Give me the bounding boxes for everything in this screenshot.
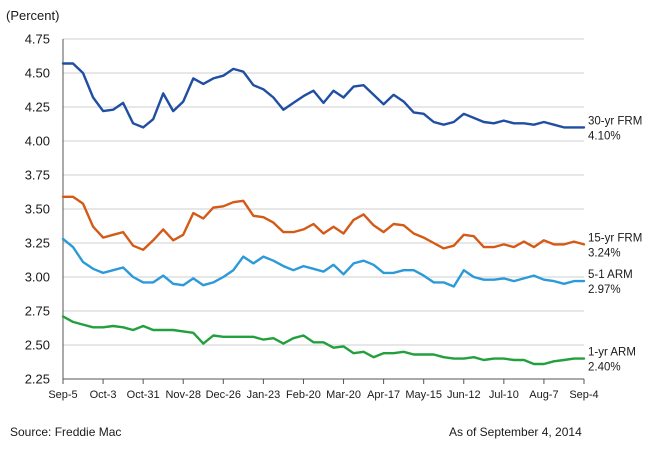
series-name-1-yr-arm: 1-yr ARM [588, 347, 636, 359]
y-tick-label: 3.00 [25, 270, 50, 285]
y-tick-label: 2.75 [25, 304, 50, 319]
x-tick-label: Jul-10 [489, 389, 519, 401]
series-end-value-30-yr-frm: 4.10% [588, 130, 621, 142]
unit-label: (Percent) [6, 8, 59, 23]
y-tick-label: 3.50 [25, 202, 50, 217]
x-tick-label: Sep-4 [569, 389, 598, 401]
x-tick-label: Dec-26 [206, 389, 241, 401]
source-note: Source: Freddie Mac [10, 425, 121, 439]
y-tick-label: 2.25 [25, 372, 50, 387]
y-tick-label: 4.00 [25, 134, 50, 149]
x-tick-label: Jan-23 [247, 389, 281, 401]
x-tick-label: Mar-20 [326, 389, 361, 401]
x-tick-label: Aug-7 [529, 389, 558, 401]
series-line-15-yr-frm [61, 195, 586, 252]
y-tick-label: 4.25 [25, 100, 50, 115]
y-axis: 4.75 4.50 4.25 4.00 3.75 3.50 3.25 3.00 2.75 2.50… [25, 32, 64, 387]
x-tick-label: May-15 [405, 389, 442, 401]
series-line-30-yr-frm [61, 62, 586, 129]
x-tick-label: Oct-3 [90, 389, 117, 401]
series-name-30-yr-frm: 30-yr FRM [588, 115, 642, 127]
y-tick-label: 4.75 [25, 32, 50, 47]
series-line-5-1-arm [61, 237, 586, 288]
y-tick-label: 2.50 [25, 338, 50, 353]
y-tick-label: 4.50 [25, 66, 50, 81]
series-labels: 30-yr FRM 4.10% 15-yr FRM 3.24% 5-1 ARM 2.97%… [588, 115, 642, 373]
x-axis: Sep-5 Oct-3 Oct-31 Nov-28 Dec-26 Jan-23 Feb-20… [48, 378, 599, 401]
x-tick-label: Sep-5 [48, 389, 77, 401]
series-lines [61, 62, 586, 366]
x-tick-label: Nov-28 [165, 389, 200, 401]
series-name-5-1-arm: 5-1 ARM [588, 269, 633, 281]
series-end-value-15-yr-frm: 3.24% [588, 247, 621, 259]
series-end-value-5-1-arm: 2.97% [588, 284, 621, 296]
series-end-value-1-yr-arm: 2.40% [588, 362, 621, 374]
series-name-15-yr-frm: 15-yr FRM [588, 232, 642, 244]
as-of-note: As of September 4, 2014 [449, 425, 582, 439]
x-tick-label: Apr-17 [367, 389, 400, 401]
y-tick-label: 3.25 [25, 236, 50, 251]
gridlines [63, 38, 584, 346]
series-line-1-yr-arm [61, 315, 586, 366]
x-tick-label: Jun-12 [447, 389, 481, 401]
x-tick-label: Oct-31 [127, 389, 160, 401]
y-tick-label: 3.75 [25, 168, 50, 183]
x-tick-label: Feb-20 [286, 389, 321, 401]
